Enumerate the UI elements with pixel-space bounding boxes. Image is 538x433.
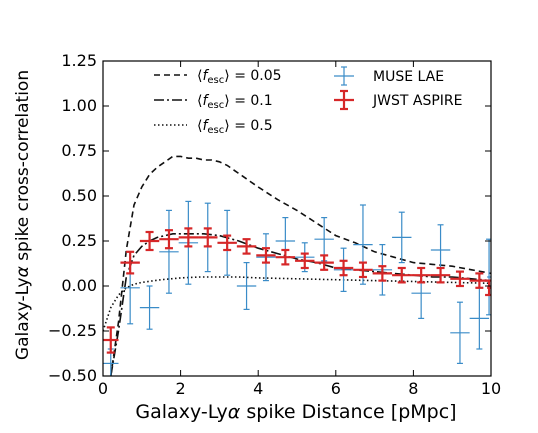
legend-muse-lae: MUSE LAE bbox=[334, 66, 444, 86]
svg-text:⟨fesc⟩ = 0.1: ⟨fesc⟩ = 0.1 bbox=[197, 93, 273, 111]
jwst-aspire-point bbox=[217, 234, 237, 252]
muse-lae-point bbox=[450, 301, 470, 364]
jwst-aspire-point bbox=[256, 247, 276, 264]
legend-jwst-aspire: JWST ASPIRE bbox=[334, 89, 462, 111]
legend-model-dotted: ⟨fesc⟩ = 0.5 bbox=[154, 118, 273, 136]
jwst-aspire-point bbox=[198, 227, 218, 248]
jwst-aspire-point bbox=[103, 326, 119, 354]
y-axis-label: Galaxy-Lyα spike cross-correlation bbox=[13, 70, 33, 360]
model-curve-dashdot bbox=[110, 233, 491, 376]
jwst-aspire-point bbox=[120, 250, 140, 275]
svg-text:MUSE LAE: MUSE LAE bbox=[373, 69, 444, 85]
svg-text:⟨fesc⟩ = 0.5: ⟨fesc⟩ = 0.5 bbox=[197, 118, 273, 136]
jwst-aspire-point bbox=[236, 238, 257, 255]
muse-lae-point bbox=[469, 287, 490, 350]
jwst-aspire-point bbox=[275, 248, 296, 266]
jwst-aspire-point bbox=[353, 261, 373, 279]
legend-model-dashdot: ⟨fesc⟩ = 0.1 bbox=[154, 93, 273, 111]
legend-model-dashed: ⟨fesc⟩ = 0.05 bbox=[154, 68, 282, 86]
y-tick-label: 0.00 bbox=[61, 276, 97, 295]
x-tick-label: 0 bbox=[98, 379, 108, 398]
x-tick-label: 8 bbox=[408, 379, 418, 398]
plot-area bbox=[103, 155, 491, 376]
model-curve-dotted bbox=[103, 276, 491, 332]
axes: 0 2 4 6 8 10 −0.50 −0.25 0.00 0.25 0.50 0.75 1.00 1.2… bbox=[48, 51, 501, 398]
jwst-aspire-point bbox=[430, 266, 451, 284]
jwst-aspire-point bbox=[295, 252, 315, 270]
jwst-aspire-point bbox=[372, 265, 393, 282]
muse-lae-point bbox=[392, 211, 412, 264]
x-tick-label: 2 bbox=[176, 379, 186, 398]
jwst-aspire-point bbox=[333, 259, 354, 277]
legend: ⟨fesc⟩ = 0.05 ⟨fesc⟩ = 0.1 ⟨fesc⟩ = 0.5 MUS… bbox=[154, 66, 462, 136]
svg-text:⟨fesc⟩ = 0.05: ⟨fesc⟩ = 0.05 bbox=[197, 68, 282, 86]
jwst-aspire-point bbox=[178, 227, 199, 248]
jwst-aspire-point bbox=[314, 254, 334, 271]
muse-lae-point bbox=[139, 285, 160, 330]
x-tick-label: 4 bbox=[253, 379, 263, 398]
svg-text:JWST ASPIRE: JWST ASPIRE bbox=[372, 93, 462, 109]
y-tick-label: −0.50 bbox=[48, 366, 97, 385]
model-curve-dashed bbox=[110, 155, 491, 376]
axes-frame bbox=[102, 60, 492, 377]
y-tick-label: 0.25 bbox=[61, 231, 97, 250]
x-axis-label: Galaxy-Lyα spike Distance [pMpc] bbox=[135, 401, 456, 423]
x-tick-label: 6 bbox=[331, 379, 341, 398]
jwst-aspire-point bbox=[159, 229, 179, 250]
y-tick-label: 0.50 bbox=[61, 186, 97, 205]
muse-lae-point bbox=[236, 262, 257, 310]
jwst-aspire-point bbox=[392, 266, 412, 284]
jwst-aspire-point bbox=[139, 230, 160, 252]
muse-lae-point bbox=[486, 238, 491, 316]
y-tick-label: 0.75 bbox=[61, 141, 97, 160]
y-tick-label: 1.25 bbox=[61, 51, 97, 70]
x-tick-label: 10 bbox=[481, 379, 501, 398]
jwst-aspire-point bbox=[411, 266, 431, 284]
y-tick-label: −0.25 bbox=[48, 321, 97, 340]
jwst-aspire-point bbox=[450, 270, 470, 288]
muse-lae-point bbox=[314, 217, 334, 262]
muse-lae-point bbox=[159, 209, 179, 294]
jwst-aspire-point bbox=[485, 279, 491, 297]
y-tick-label: 1.00 bbox=[61, 96, 97, 115]
